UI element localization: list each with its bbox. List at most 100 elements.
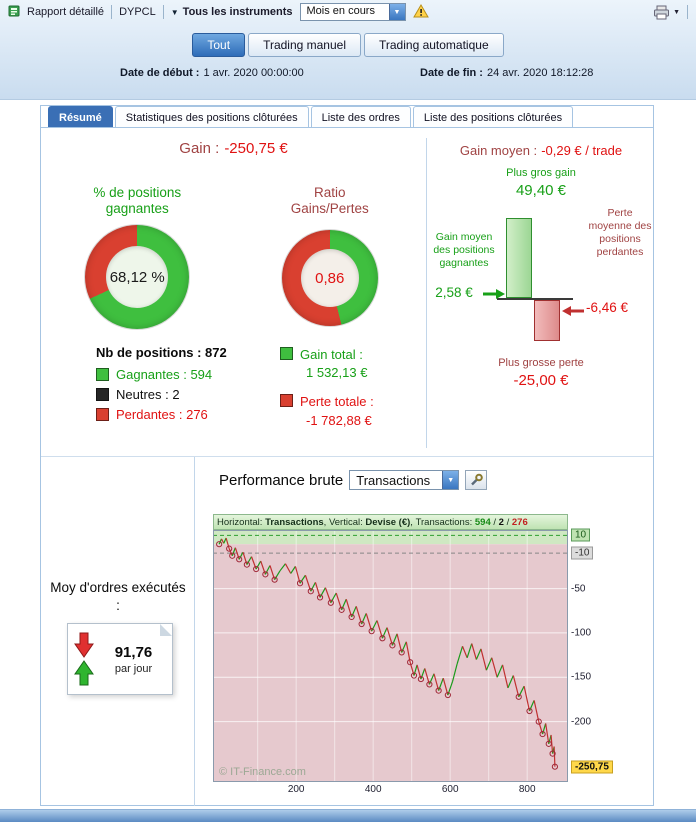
avg-loss-bar	[534, 300, 560, 341]
chart-losses-count: 276	[511, 516, 528, 528]
loss-total-label: Perte totale :	[300, 394, 374, 410]
end-date-value: 24 avr. 2020 18:12:28	[486, 67, 594, 79]
x-tick: 400	[364, 784, 382, 795]
positions-stats: Gain : -250,75 € % de positions gagnantes…	[41, 128, 426, 456]
max-gain-label: Plus gros gain	[506, 167, 576, 179]
end-date-label: Date de fin :	[420, 67, 483, 79]
report-panel: Résumé Statistiques des positions clôtur…	[40, 105, 654, 806]
chevron-down-icon[interactable]: ▼	[388, 4, 405, 20]
legend-losses: Perdantes : 276	[96, 407, 264, 422]
green-square-icon	[96, 368, 109, 381]
separator	[687, 5, 688, 19]
positions-count: Nb de positions : 872	[96, 345, 227, 360]
chevron-down-icon: ▼	[673, 8, 680, 16]
arrow-up-icon	[74, 660, 94, 686]
gain-loss-bars: Gain moyen des positions gagnantes 2,58 …	[427, 203, 655, 355]
y-tick: -100	[571, 627, 592, 639]
donut-charts: % de positions gagnantes 68,12 % Ratio G…	[41, 165, 426, 329]
text: /	[503, 516, 512, 528]
y-tick: -50	[571, 583, 586, 595]
toolbar: Rapport détaillé DYPCL ▼ Tous les instru…	[0, 0, 696, 24]
x-tick: 600	[441, 784, 459, 795]
wrench-icon	[471, 473, 484, 486]
avg-orders-label: Moy d'ordres exécutés :	[50, 580, 186, 613]
avg-loss-label: Perte moyenne des positions perdantes	[588, 207, 652, 259]
ratio-title: Ratio Gains/Pertes	[290, 184, 369, 216]
separator	[162, 5, 164, 19]
ratio-value: 0,86	[300, 249, 359, 307]
tab-closed-positions-list[interactable]: Liste des positions clôturées	[412, 106, 574, 127]
gain-total: Gain total : 1 532,13 €	[280, 346, 374, 382]
legend-wins-label: Gagnantes : 594	[116, 367, 213, 382]
average-gain-label: Gain moyen :	[459, 143, 538, 158]
print-button[interactable]: ▼	[653, 5, 680, 20]
summary-section: Gain : -250,75 € % de positions gagnantes…	[41, 128, 653, 456]
report-title: Rapport détaillé	[27, 6, 105, 18]
mode-tab-auto[interactable]: Trading automatique	[364, 33, 504, 57]
warning-icon	[412, 3, 429, 21]
chart-counts-label: Transactions:	[415, 516, 475, 528]
positions-legend: Nb de positions : 872 Gagnantes : 594 Ne…	[96, 345, 264, 441]
mode-tabs: Tout Trading manuel Trading automatique	[0, 33, 696, 57]
watermark: © IT-Finance.com	[219, 766, 306, 778]
series-select[interactable]: Transactions ▼	[349, 470, 460, 490]
ratio-chart: Ratio Gains/Pertes 0,86	[234, 165, 427, 329]
avg-orders-card: 91,76 par jour	[67, 623, 173, 695]
avg-orders-unit: par jour	[114, 662, 153, 675]
x-tick: 200	[287, 784, 305, 795]
chevron-down-icon[interactable]: ▼	[442, 471, 459, 489]
start-date-label: Date de début :	[120, 67, 200, 79]
report-icon	[8, 5, 20, 20]
start-date: Date de début :1 avr. 2020 00:00:00	[120, 67, 304, 79]
text: ,	[323, 516, 329, 528]
avg-win-label: Gain moyen des positions gagnantes	[433, 231, 495, 270]
last-value-tag: -250,75	[571, 760, 613, 774]
chevron-down-icon: ▼	[170, 7, 179, 17]
period-select[interactable]: Mois en cours ▼	[299, 3, 406, 21]
start-date-value: 1 avr. 2020 00:00:00	[203, 67, 304, 79]
mode-tab-manual[interactable]: Trading manuel	[248, 33, 361, 57]
winrate-title: % de positions gagnantes	[93, 184, 182, 216]
chart-h-value: Transactions	[265, 516, 324, 528]
black-square-icon	[96, 388, 109, 401]
text: ,	[410, 516, 416, 528]
y-tick: -200	[571, 716, 592, 728]
divider	[426, 138, 427, 448]
x-tick: 800	[518, 784, 536, 795]
avg-loss-value: -6,46 €	[585, 300, 629, 315]
gain-total-label: Gain total :	[300, 347, 363, 362]
max-loss-value: -25,00 €	[513, 372, 569, 389]
order-arrows	[74, 632, 94, 686]
chart-settings-button[interactable]	[465, 470, 488, 490]
zero-baseline	[497, 298, 573, 300]
legend-neutral: Neutres : 2	[96, 387, 264, 402]
legend-wins: Gagnantes : 594	[96, 367, 264, 382]
y-tick: 10	[571, 528, 591, 542]
instruments-dropdown[interactable]: ▼ Tous les instruments	[171, 6, 293, 18]
avg-orders-value: 91,76	[114, 643, 153, 661]
arrow-right-icon	[483, 289, 505, 299]
average-gain: Gain moyen : -0,29 € / trade	[427, 143, 655, 158]
arrow-left-icon	[562, 306, 584, 316]
ratio-donut: 0,86	[281, 230, 378, 326]
y-tick: -150	[571, 671, 592, 683]
legend-losses-label: Perdantes : 276	[116, 407, 208, 422]
loss-total: Perte totale : -1 782,88 €	[280, 393, 374, 429]
performance-section: Performance brute Transactions ▼ Moy d'o…	[41, 456, 653, 806]
tab-orders-list[interactable]: Liste des ordres	[310, 106, 411, 127]
winrate-chart: % de positions gagnantes 68,12 %	[41, 165, 234, 329]
red-square-icon	[280, 394, 293, 408]
avg-win-value: 2,58 €	[435, 285, 473, 300]
total-gain-label: Gain :	[179, 140, 220, 157]
tab-resume[interactable]: Résumé	[48, 106, 113, 127]
chart-h-label: Horizontal:	[217, 516, 266, 528]
section-tabs: Résumé Statistiques des positions clôtur…	[41, 106, 653, 128]
loss-total-value: -1 782,88 €	[306, 412, 372, 428]
y-axis-labels: 10 -10 -50 -100 -150 -200 -250,75	[569, 528, 617, 782]
performance-chart: Horizontal: Transactions, Vertical: Devi…	[213, 514, 623, 796]
tab-closed-positions-stats[interactable]: Statistiques des positions clôturées	[114, 106, 309, 127]
y-tick: -10	[571, 546, 594, 560]
chart-v-label: Vertical:	[328, 516, 366, 528]
mode-tab-all[interactable]: Tout	[192, 33, 246, 57]
end-date: Date de fin :24 avr. 2020 18:12:28	[420, 67, 593, 79]
